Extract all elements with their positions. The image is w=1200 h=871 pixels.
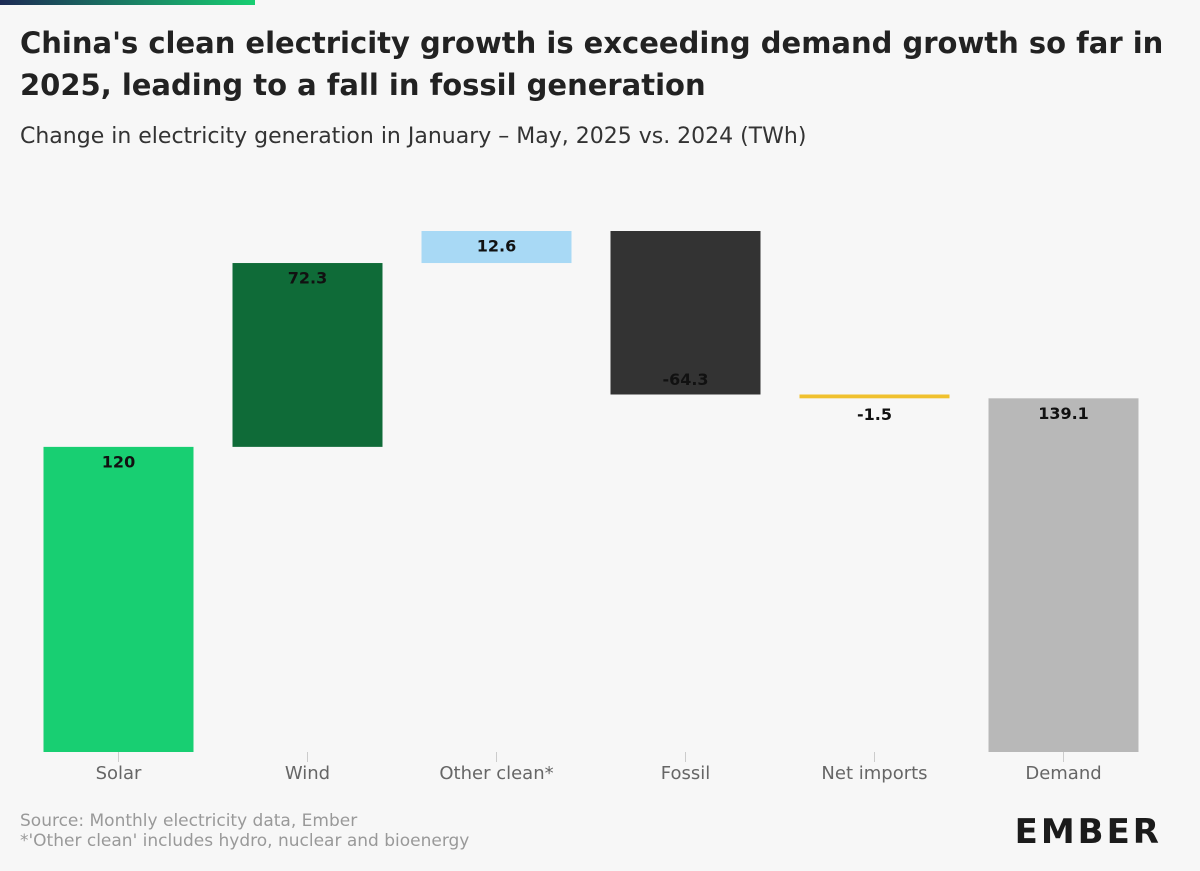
value-label: -64.3 — [662, 370, 708, 389]
bar — [43, 446, 194, 752]
x-tick-label: Wind — [285, 763, 330, 784]
bar — [799, 394, 950, 399]
top-accent — [0, 0, 255, 5]
source-note: Source: Monthly electricity data, Ember — [20, 811, 358, 831]
bar — [421, 231, 572, 264]
value-label: 72.3 — [288, 269, 327, 288]
bar — [988, 398, 1139, 752]
x-tick-label: Other clean* — [439, 763, 553, 784]
value-label: 139.1 — [1038, 404, 1089, 423]
chart-subtitle: Change in electricity generation in Janu… — [20, 124, 807, 149]
logo: EMBER — [1014, 812, 1162, 852]
x-tick-label: Fossil — [661, 763, 710, 784]
value-label: 12.6 — [477, 237, 516, 256]
x-tick-label: Demand — [1025, 763, 1101, 784]
value-label: 120 — [102, 452, 135, 471]
x-tick-label: Net imports — [821, 763, 927, 784]
chart-title: China's clean electricity growth is exce… — [20, 26, 1164, 102]
bar — [610, 231, 761, 395]
footnote: *'Other clean' includes hydro, nuclear a… — [20, 831, 470, 851]
bar — [232, 263, 383, 447]
x-tick-label: Solar — [96, 763, 142, 784]
value-label: -1.5 — [857, 405, 892, 424]
